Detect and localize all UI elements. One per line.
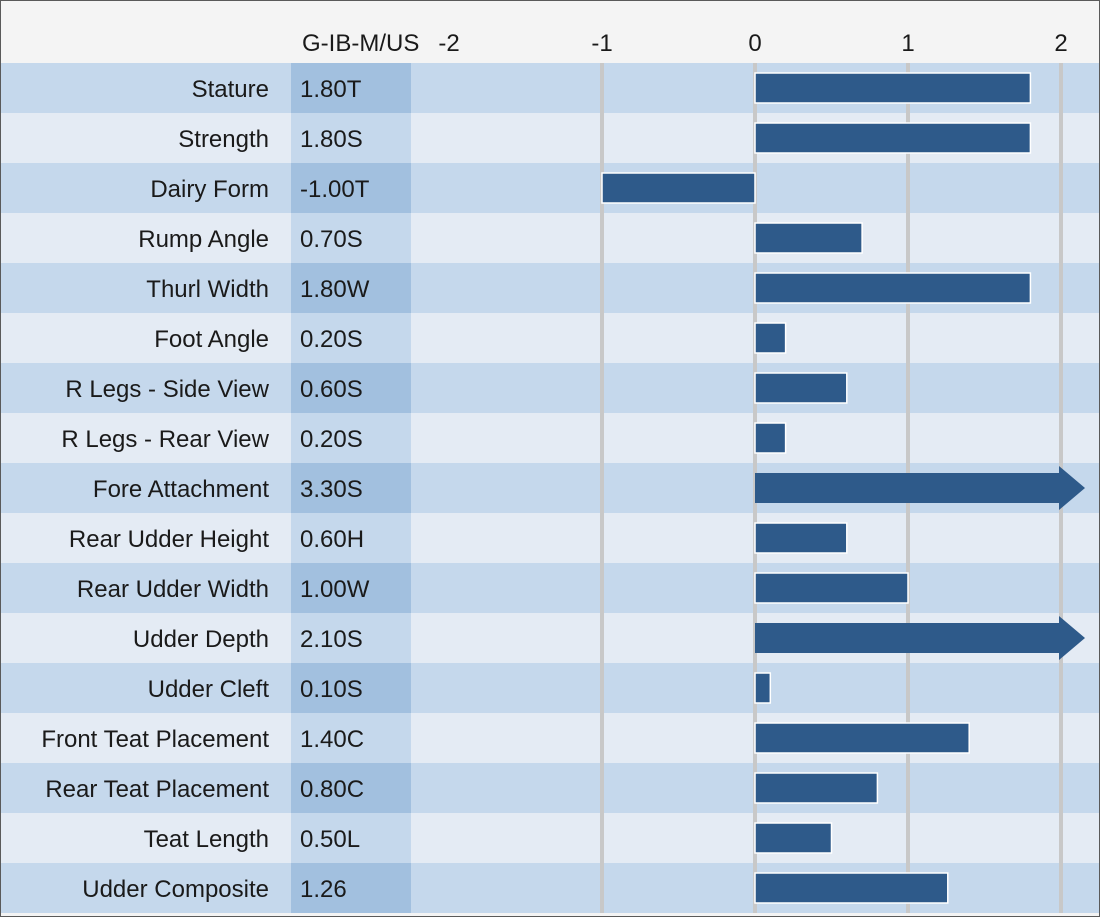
value-cell xyxy=(291,663,411,713)
trait-label: Udder Depth xyxy=(133,626,269,653)
x-tick-label: -1 xyxy=(591,30,612,57)
trait-label: Front Teat Placement xyxy=(41,726,269,753)
row-band xyxy=(1,213,1099,263)
trait-value: 0.80C xyxy=(300,776,364,803)
bar xyxy=(754,222,863,254)
bar xyxy=(754,72,1032,104)
row-band xyxy=(1,813,1099,863)
bar xyxy=(754,322,787,354)
row-band xyxy=(1,163,1099,213)
trait-label: Strength xyxy=(178,126,269,153)
trait-label: Thurl Width xyxy=(146,276,269,303)
trait-label: R Legs - Side View xyxy=(65,376,269,403)
row-band xyxy=(1,413,1099,463)
trait-value: 0.50L xyxy=(300,826,360,853)
value-cell xyxy=(291,763,411,813)
bar xyxy=(601,172,756,204)
value-column-header: G-IB-M/US xyxy=(302,30,419,57)
x-tick-label: -2 xyxy=(438,30,459,57)
value-cell xyxy=(291,813,411,863)
row-band xyxy=(1,563,1099,613)
trait-label: Stature xyxy=(192,76,269,103)
value-cell xyxy=(291,63,411,113)
trait-value: 1.80S xyxy=(300,126,363,153)
bar xyxy=(754,372,848,404)
bar xyxy=(754,772,879,804)
bar xyxy=(754,572,909,604)
trait-label: Teat Length xyxy=(144,826,269,853)
bar-overflow-arrow xyxy=(755,466,1085,510)
bar xyxy=(754,272,1032,304)
value-cell xyxy=(291,363,411,413)
bar xyxy=(754,522,848,554)
row-band xyxy=(1,763,1099,813)
trait-value: 1.40C xyxy=(300,726,364,753)
row-band xyxy=(1,313,1099,363)
trait-label: Dairy Form xyxy=(150,176,269,203)
value-cell xyxy=(291,213,411,263)
trait-value: 1.26 xyxy=(300,876,347,903)
value-cell xyxy=(291,413,411,463)
trait-value: 1.80T xyxy=(300,76,362,103)
trait-value: 0.10S xyxy=(300,676,363,703)
x-tick-label: 0 xyxy=(748,30,761,57)
bar-overflow-arrow xyxy=(755,616,1085,660)
trait-value: 0.20S xyxy=(300,426,363,453)
bar xyxy=(754,722,970,754)
trait-label: Foot Angle xyxy=(154,326,269,353)
trait-value: 1.00W xyxy=(300,576,370,603)
value-cell xyxy=(291,313,411,363)
header-band xyxy=(1,1,1099,63)
bar xyxy=(754,422,787,454)
trait-value: 0.60S xyxy=(300,376,363,403)
value-cell xyxy=(291,713,411,763)
trait-label: Rump Angle xyxy=(138,226,269,253)
bar xyxy=(754,122,1032,154)
row-band xyxy=(1,513,1099,563)
row-band xyxy=(1,363,1099,413)
trait-value: 0.20S xyxy=(300,326,363,353)
value-cell xyxy=(291,863,411,913)
x-tick-label: 2 xyxy=(1054,30,1067,57)
trait-label: Rear Teat Placement xyxy=(45,776,269,803)
trait-label: Udder Composite xyxy=(82,876,269,903)
trait-label: Rear Udder Width xyxy=(77,576,269,603)
trait-label: Fore Attachment xyxy=(93,476,269,503)
trait-value: 3.30S xyxy=(300,476,363,503)
value-cell xyxy=(291,463,411,513)
trait-value: 2.10S xyxy=(300,626,363,653)
trait-label: Udder Cleft xyxy=(148,676,270,703)
bar xyxy=(754,672,772,704)
trait-value: 0.60H xyxy=(300,526,364,553)
trait-value: 1.80W xyxy=(300,276,370,303)
trait-label: R Legs - Rear View xyxy=(61,426,269,453)
trait-value: 0.70S xyxy=(300,226,363,253)
trait-label: Rear Udder Height xyxy=(69,526,269,553)
value-cell xyxy=(291,263,411,313)
x-tick-label: 1 xyxy=(901,30,914,57)
value-cell xyxy=(291,113,411,163)
row-band xyxy=(1,663,1099,713)
value-cell xyxy=(291,613,411,663)
value-cell xyxy=(291,563,411,613)
value-cell xyxy=(291,513,411,563)
bar xyxy=(754,872,949,904)
value-cell xyxy=(291,163,411,213)
trait-value: -1.00T xyxy=(300,176,370,203)
bar xyxy=(754,822,833,854)
